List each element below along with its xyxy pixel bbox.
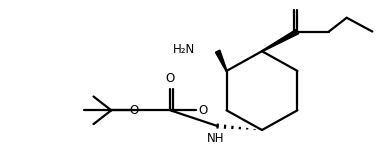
Polygon shape [262,29,299,52]
Text: O: O [130,104,139,117]
Text: O: O [198,104,207,117]
Text: H₂N: H₂N [173,43,195,56]
Text: NH: NH [207,132,224,145]
Polygon shape [215,50,227,71]
Text: O: O [166,72,175,85]
